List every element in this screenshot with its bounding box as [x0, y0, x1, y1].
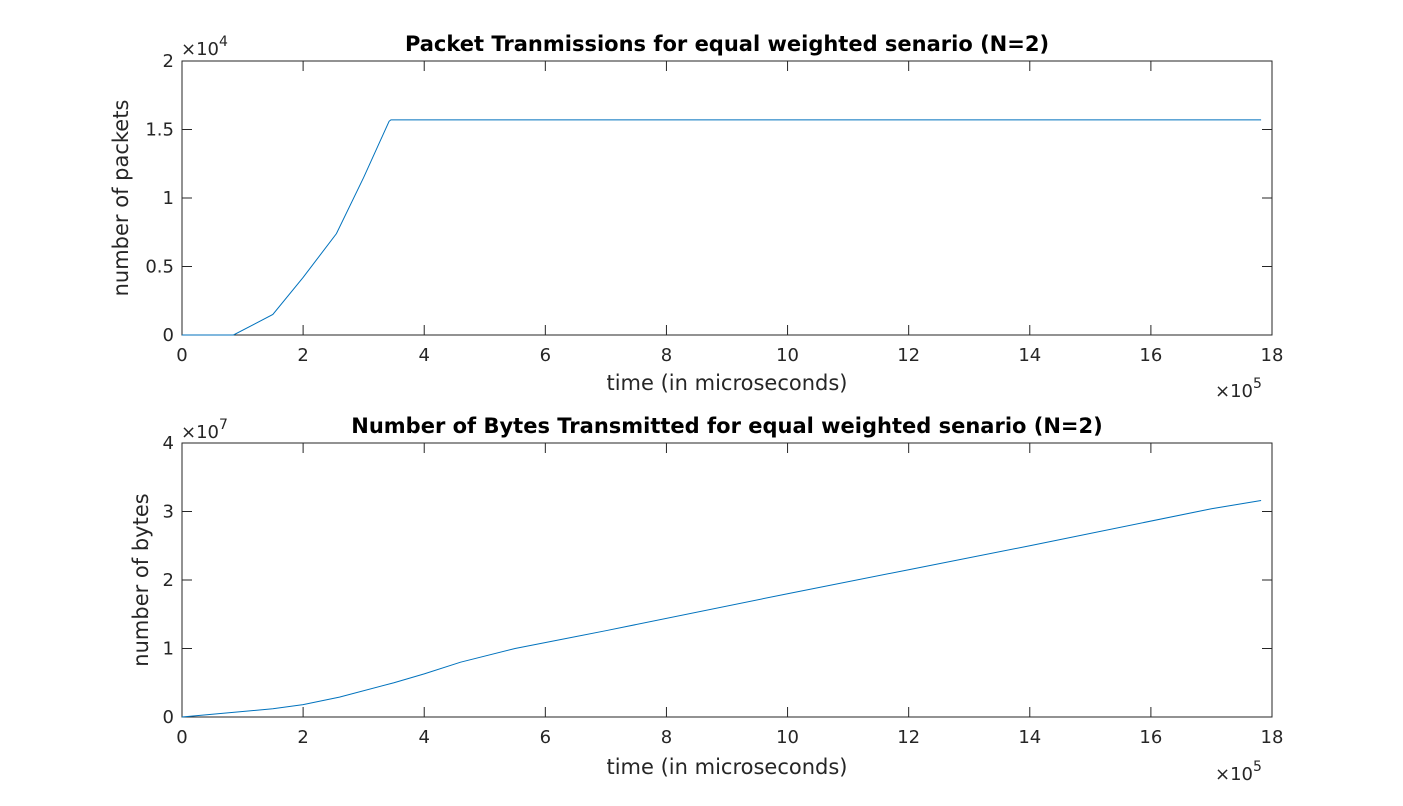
bytes-x-tick-label: 0 — [176, 727, 187, 748]
bytes-title: Number of Bytes Transmitted for equal we… — [351, 414, 1102, 438]
bytes-y-tick-label: 1 — [163, 639, 174, 660]
bytes-x-tick-label: 12 — [897, 727, 920, 748]
bytes-x-tick-label: 14 — [1018, 727, 1041, 748]
packets-x-tick-label: 6 — [540, 345, 551, 366]
packets-x-axis-label: time (in microseconds) — [606, 371, 847, 395]
bytes-x-tick-label: 6 — [540, 727, 551, 748]
bytes-y-tick-label: 3 — [163, 502, 174, 523]
bytes-y-tick-label: 0 — [163, 707, 174, 728]
packets-x-tick-label: 12 — [897, 345, 920, 366]
bytes-x-tick-label: 4 — [418, 727, 429, 748]
bytes-x-axis-label: time (in microseconds) — [606, 755, 847, 779]
packets-axes: Packet Tranmissions for equal weighted s… — [109, 32, 1283, 402]
bytes-y-exponent: ×107 — [181, 417, 228, 443]
bytes-x-tick-label: 2 — [297, 727, 308, 748]
packets-x-exponent: ×105 — [1215, 376, 1262, 402]
bytes-axes: Number of Bytes Transmitted for equal we… — [129, 414, 1283, 785]
bytes-x-tick-label: 18 — [1261, 727, 1284, 748]
bytes-x-exponent: ×105 — [1215, 759, 1262, 785]
packets-y-tick-label: 0.5 — [145, 257, 174, 278]
packets-x-tick-label: 10 — [776, 345, 799, 366]
bytes-x-tick-label: 16 — [1139, 727, 1162, 748]
bytes-y-tick-label: 4 — [163, 433, 174, 454]
bytes-x-tick-label: 10 — [776, 727, 799, 748]
bytes-y-axis-label: number of bytes — [129, 493, 153, 666]
packets-x-tick-label: 16 — [1139, 345, 1162, 366]
bytes-y-tick-label: 2 — [163, 570, 174, 591]
packets-y-tick-label: 0 — [163, 325, 174, 346]
packets-y-tick-label: 1 — [163, 188, 174, 209]
packets-x-tick-label: 18 — [1261, 345, 1284, 366]
packets-y-tick-label: 1.5 — [145, 120, 174, 141]
packets-y-exponent: ×104 — [181, 34, 228, 60]
packets-x-tick-label: 14 — [1018, 345, 1041, 366]
packets-x-tick-label: 0 — [176, 345, 187, 366]
bytes-x-tick-label: 8 — [661, 727, 672, 748]
packets-y-axis-label: number of packets — [109, 100, 133, 297]
packets-title: Packet Tranmissions for equal weighted s… — [405, 32, 1049, 56]
packets-y-tick-label: 2 — [163, 51, 174, 72]
packets-x-tick-label: 4 — [418, 345, 429, 366]
packets-x-tick-label: 8 — [661, 345, 672, 366]
packets-x-tick-label: 2 — [297, 345, 308, 366]
packets-series-line — [182, 119, 1262, 336]
bytes-series-line — [181, 500, 1262, 718]
